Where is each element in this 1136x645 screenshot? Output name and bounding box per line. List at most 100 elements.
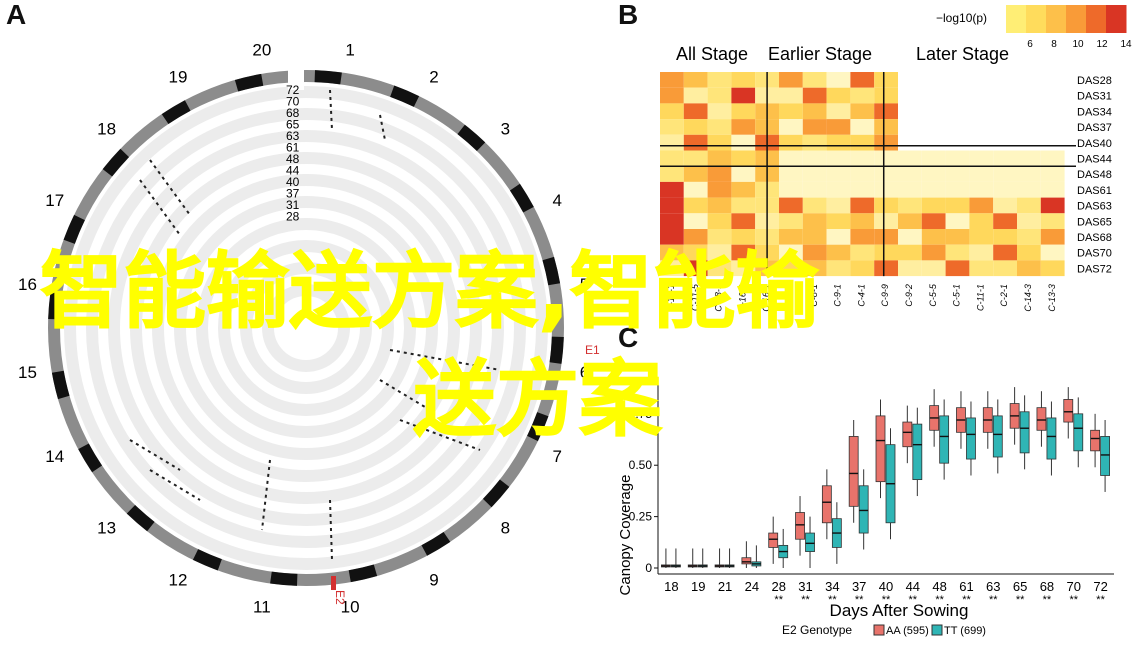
legend-swatch <box>1066 5 1087 33</box>
column-label: C-11-5 <box>690 283 700 311</box>
column-label: C-18-9 <box>714 284 724 312</box>
significance-label: ** <box>962 594 971 606</box>
chromosome-label: 2 <box>429 68 438 87</box>
heatmap-cell <box>660 197 684 214</box>
band-segment <box>390 85 420 107</box>
heatmap-cell <box>993 244 1017 261</box>
day-label: 63 <box>286 129 300 143</box>
legend-swatch <box>1086 5 1107 33</box>
significance-label: ** <box>855 594 864 606</box>
box <box>848 436 859 507</box>
box <box>1046 417 1057 460</box>
ring <box>108 130 504 526</box>
column-label: C-8-1 <box>809 284 819 307</box>
heatmap-cell <box>874 244 898 261</box>
association-mark <box>329 499 333 561</box>
heatmap-cell <box>731 150 756 167</box>
heatmap-cell <box>707 244 732 261</box>
heatmap-cell <box>802 150 827 167</box>
row-label: DAS28 <box>1077 75 1112 87</box>
chromosome-label: 7 <box>553 447 562 466</box>
significance-label: ** <box>882 594 891 606</box>
legend-swatch <box>1006 5 1027 33</box>
heatmap-cell <box>850 166 875 182</box>
legend-swatch <box>1106 5 1127 33</box>
heatmap-cell <box>683 150 708 167</box>
x-tick-label: 44 <box>906 579 920 594</box>
association-mark <box>389 349 501 371</box>
x-tick-label: 24 <box>745 579 759 594</box>
heatmap-cell <box>707 213 732 229</box>
association-mark <box>149 159 191 216</box>
heatmap-cell <box>683 244 708 261</box>
band-gap <box>288 60 304 90</box>
heatmap-cell <box>993 150 1017 167</box>
box <box>1090 429 1100 452</box>
row-label: DAS72 <box>1077 263 1112 275</box>
x-tick-label: 68 <box>1040 579 1054 594</box>
significance-label: ** <box>801 594 810 606</box>
significance-label: ** <box>828 594 837 606</box>
heatmap-cell <box>826 181 851 198</box>
heatmap-cell <box>874 181 898 198</box>
column-label: C-2-1 <box>999 284 1009 307</box>
heatmap-cell <box>850 213 875 229</box>
heatmap-cell <box>802 244 827 261</box>
row-label: DAS65 <box>1077 216 1112 228</box>
outer-band <box>48 70 564 586</box>
column-label: C-9-9 <box>880 284 890 307</box>
heatmap-cell <box>826 244 851 261</box>
heatmap-cell <box>945 181 970 198</box>
heatmap-cell <box>802 181 827 198</box>
marker-e1-label: E1 <box>585 343 600 357</box>
box <box>858 485 869 534</box>
heatmap-cell <box>826 229 851 245</box>
heatmap-cell <box>850 260 875 277</box>
heatmap-cell <box>898 260 922 277</box>
heatmap-cell <box>945 260 970 277</box>
association-mark <box>149 469 201 501</box>
significance-label: ** <box>1096 594 1105 606</box>
box <box>939 415 950 464</box>
heatmap-cell <box>802 229 827 245</box>
row-label: DAS63 <box>1077 201 1112 213</box>
heatmap-cell <box>826 197 851 214</box>
day-label: 37 <box>286 187 300 201</box>
x-tick-label: 48 <box>932 579 946 594</box>
significance-label: ** <box>774 594 783 606</box>
column-label: C-12-1 <box>666 284 676 312</box>
heatmap-cell <box>945 166 970 182</box>
heatmap-cell <box>660 229 684 245</box>
heatmap-cell <box>731 134 756 151</box>
heatmap-panel: −log10(p) 6 8 10 12 14 All Stage Earlier Sta… <box>660 5 1132 312</box>
heatmap-cell <box>707 87 732 104</box>
heatmap-cell <box>660 103 684 120</box>
heatmap-cell <box>1040 166 1065 182</box>
legend-label: TT (699) <box>944 625 986 637</box>
heatmap-cell <box>826 213 851 229</box>
heatmap-cell <box>1017 213 1041 229</box>
chromosome-label: 12 <box>169 570 188 589</box>
row-label: DAS48 <box>1077 169 1112 181</box>
heatmap-cell <box>826 103 851 120</box>
heatmap-cell <box>683 166 708 182</box>
heatmap-cell <box>993 197 1017 214</box>
heatmap-cell <box>993 213 1017 229</box>
heatmap-cell <box>731 244 756 261</box>
chromosome-label: 9 <box>429 570 438 589</box>
column-label: C-13-3 <box>1047 284 1057 312</box>
heatmap-cell <box>898 181 922 198</box>
x-tick-label: 34 <box>825 579 839 594</box>
x-tick-label: 28 <box>771 579 785 594</box>
chromosome-label: 18 <box>97 120 116 139</box>
association-mark <box>261 459 271 531</box>
band-segment <box>348 564 378 583</box>
heatmap-cell <box>731 213 756 229</box>
association-mark <box>139 179 181 236</box>
heatmap-cell <box>826 260 851 277</box>
row-label: DAS61 <box>1077 185 1112 197</box>
heatmap-cell <box>683 103 708 120</box>
significance-label: ** <box>989 594 998 606</box>
heatmap-cell <box>731 119 756 135</box>
heatmap-cell <box>683 260 708 277</box>
